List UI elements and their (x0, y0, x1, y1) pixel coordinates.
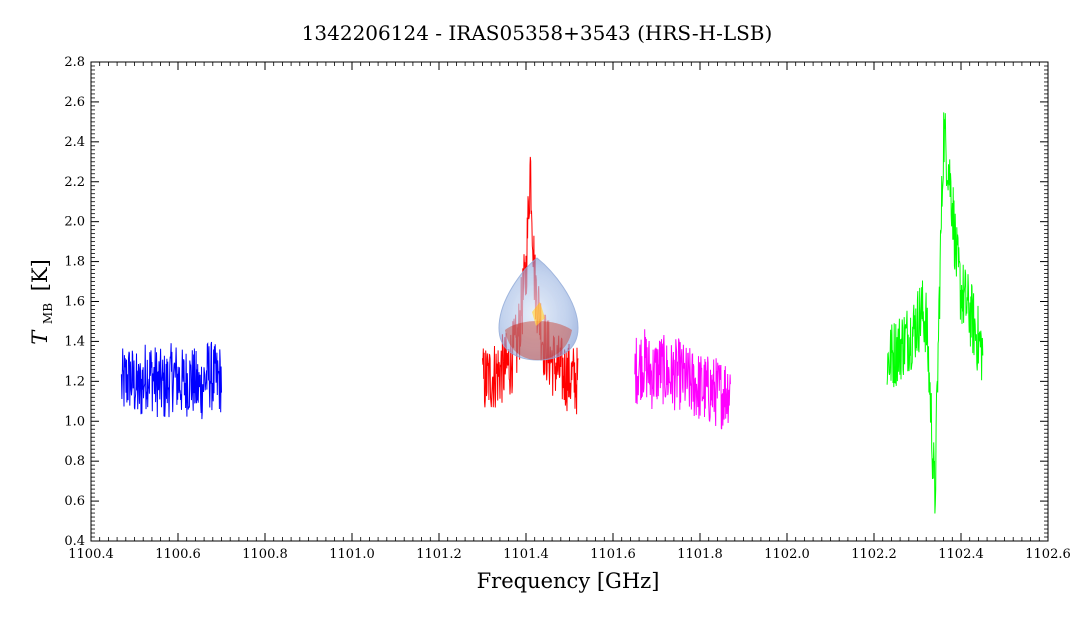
y-tick-label: 2.8 (64, 55, 85, 70)
y-axis-title-sub: MB (41, 303, 55, 324)
x-tick-label: 1102.2 (851, 547, 897, 562)
y-tick-label: 2.0 (64, 215, 85, 230)
plot-series (120, 112, 984, 514)
spectrum-line-3 (634, 329, 731, 430)
x-axis: 1100.4 1100.6 1100.8 1101.0 1101.2 1101.4 1101… (68, 62, 1071, 562)
y-tick-label: 1.8 (64, 255, 85, 270)
spectrum-line-4 (886, 112, 984, 514)
overlay-droplet-icon (498, 257, 579, 361)
y-tick-label: 1.2 (64, 374, 85, 389)
x-tick-label: 1101.2 (416, 547, 462, 562)
y-axis-title: T MB [K] (28, 259, 57, 345)
x-tick-label: 1100.6 (155, 547, 201, 562)
x-tick-label: 1101.4 (503, 547, 549, 562)
y-tick-label: 2.4 (64, 135, 85, 150)
y-axis-title-main: T (28, 329, 52, 345)
x-tick-label: 1101.6 (590, 547, 636, 562)
y-tick-label: 1.0 (64, 414, 85, 429)
x-axis-title: Frequency [GHz] (477, 569, 660, 593)
y-tick-label: 0.4 (64, 534, 85, 549)
y-axis-title-unit: [K] (28, 259, 52, 291)
y-tick-label: 2.2 (64, 175, 85, 190)
x-tick-label: 1102.6 (1025, 547, 1071, 562)
spectrum-line-2 (482, 156, 579, 415)
plot-frame (90, 61, 1049, 542)
x-tick-label: 1102.0 (764, 547, 810, 562)
x-tick-label: 1102.4 (938, 547, 984, 562)
y-tick-label: 0.8 (64, 454, 85, 469)
y-tick-label: 1.6 (64, 295, 85, 310)
spectrum-line-1 (120, 341, 222, 420)
y-tick-label: 1.4 (64, 334, 85, 349)
y-tick-label: 0.6 (64, 494, 85, 509)
y-tick-label: 2.6 (64, 95, 85, 110)
y-axis: 0.4 0.6 0.8 1.0 1.2 1.4 1.6 1.8 2.0 2.2 2.4 2.6 2.8 (64, 55, 1048, 549)
x-tick-label: 1100.4 (68, 547, 114, 562)
x-tick-label: 1100.8 (242, 547, 288, 562)
x-tick-label: 1101.8 (677, 547, 723, 562)
x-tick-label: 1101.0 (329, 547, 375, 562)
chart-title: 1342206124 - IRAS05358+3543 (HRS-H-LSB) (302, 21, 773, 45)
